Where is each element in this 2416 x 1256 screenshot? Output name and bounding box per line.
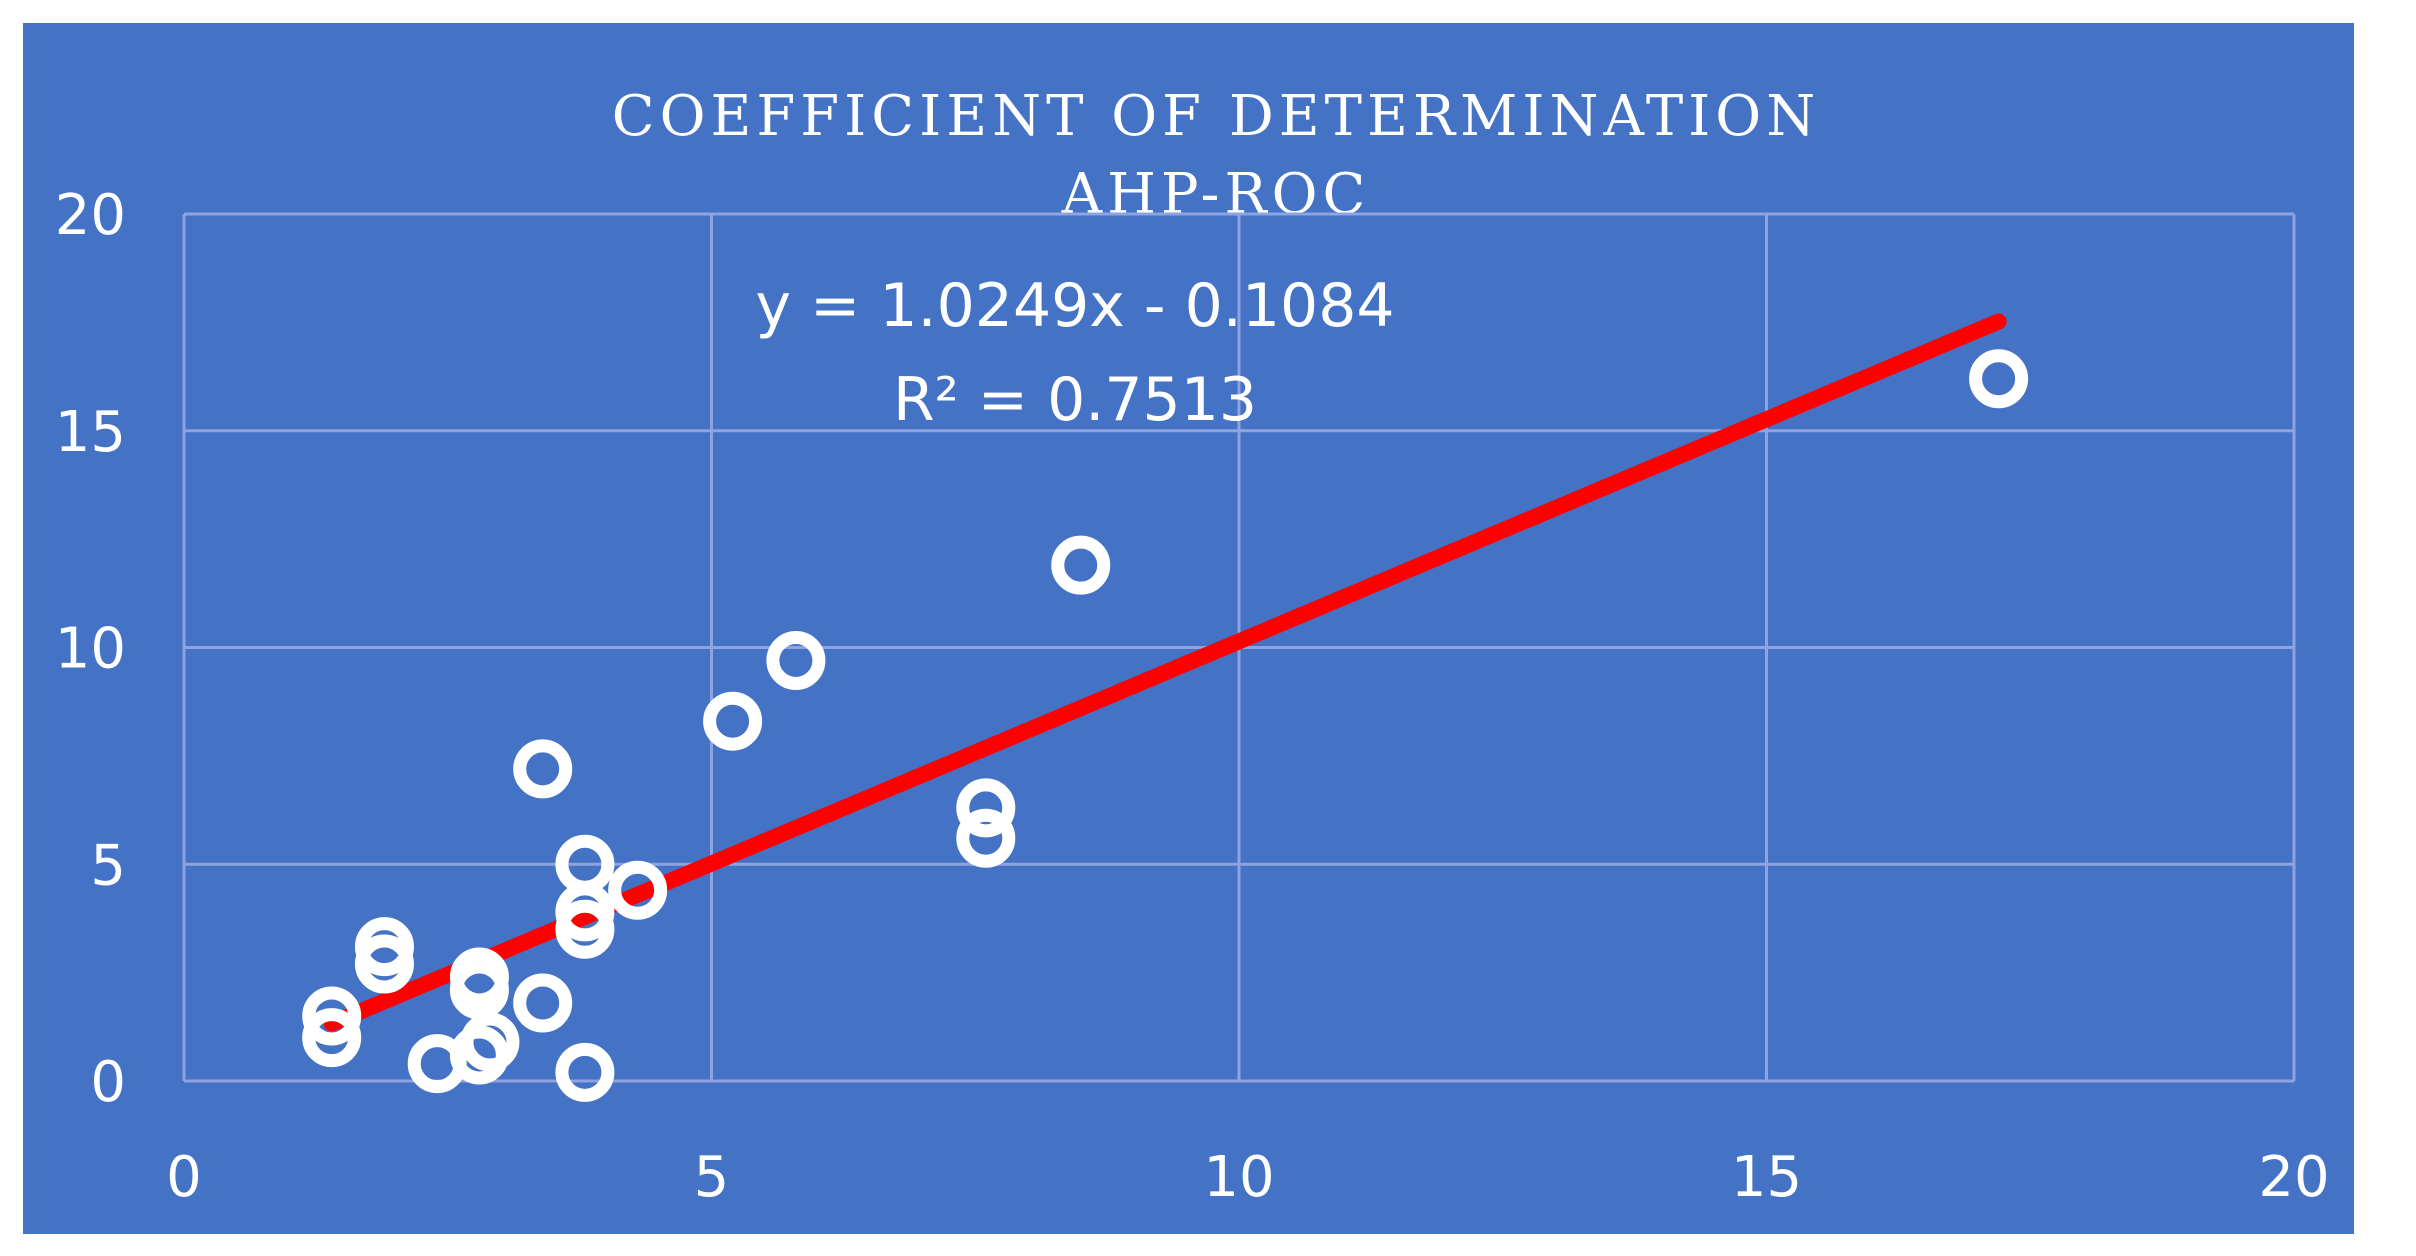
chart-background: [23, 23, 2354, 1234]
data-point: [354, 917, 414, 977]
data-point: [460, 1012, 520, 1072]
data-point: [513, 739, 573, 799]
chart-area: COEFFICIENT OF DETERMINATION AHP-ROC 0 5 1…: [23, 23, 2354, 1234]
data-point: [302, 986, 362, 1046]
data-point: [555, 834, 615, 894]
data-point: [766, 631, 826, 691]
chart-subtitle: AHP-ROC: [1061, 162, 1371, 227]
x-tick-label: 0: [166, 1145, 202, 1210]
x-tick-label: 5: [694, 1145, 730, 1210]
data-point: [1969, 349, 2029, 409]
trendline-equation: y = 1.0249x - 0.1084: [755, 271, 1394, 341]
data-point: [1051, 535, 1111, 595]
data-point: [302, 1008, 362, 1068]
data-point: [956, 808, 1016, 868]
axis-tick-labels: 0 5 10 15 20 0 5 10 15 20: [55, 183, 2330, 1210]
data-point: [555, 1042, 615, 1102]
y-tick-label: 10: [55, 617, 126, 682]
y-tick-label: 15: [55, 400, 126, 465]
x-tick-label: 20: [2258, 1145, 2329, 1210]
x-tick-label: 10: [1203, 1145, 1274, 1210]
data-points: [302, 349, 2029, 1102]
data-point: [513, 973, 573, 1033]
data-point: [449, 947, 509, 1007]
r-squared-label: R² = 0.7513: [893, 365, 1257, 435]
y-tick-label: 0: [90, 1050, 126, 1115]
y-tick-label: 5: [90, 833, 126, 898]
data-point: [608, 860, 668, 920]
y-tick-label: 20: [55, 183, 126, 248]
chart-title: COEFFICIENT OF DETERMINATION: [612, 84, 1820, 149]
data-point: [956, 778, 1016, 838]
scatter-chart: COEFFICIENT OF DETERMINATION AHP-ROC 0 5 1…: [23, 23, 2354, 1234]
data-point: [703, 691, 763, 751]
x-tick-label: 15: [1731, 1145, 1802, 1210]
